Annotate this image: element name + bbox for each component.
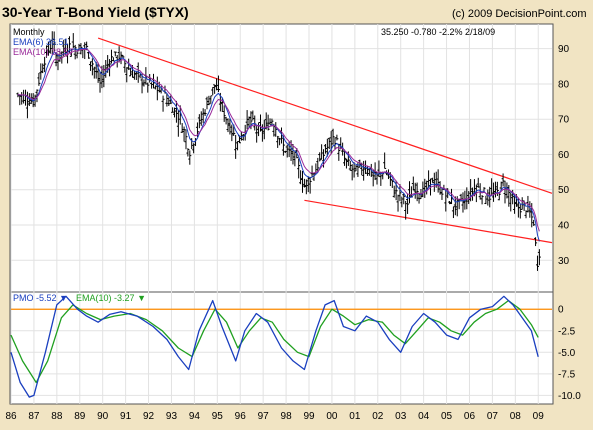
- pmo-y-tick-label: 0: [558, 305, 564, 316]
- price-panel: [9, 23, 554, 293]
- x-tick-label: 98: [281, 411, 293, 422]
- ema10-legend-value: 38.57: [51, 47, 74, 57]
- x-tick-label: 07: [487, 411, 499, 422]
- trendline-layer: [97, 37, 553, 244]
- x-tick-label: 89: [74, 411, 86, 422]
- x-tick-label: 90: [97, 411, 109, 422]
- trendline-lower-support: [304, 199, 553, 244]
- price-y-tick-label: 60: [558, 150, 570, 161]
- price-y-tick-label: 40: [558, 221, 570, 232]
- pmo-line: [10, 295, 539, 398]
- x-tick-label: 01: [349, 411, 361, 422]
- x-tick-label: 09: [533, 411, 545, 422]
- x-tick-label: 95: [212, 411, 224, 422]
- pmo-legend-value: -5.52: [36, 293, 57, 303]
- pmo-ema10-legend: EMA(10) -3.27 ▼: [76, 293, 146, 303]
- price-y-tick-label: 70: [558, 115, 570, 126]
- ema6-legend-value: 36.51: [46, 37, 69, 47]
- x-tick-label: 91: [120, 411, 132, 422]
- x-tick-label: 02: [372, 411, 384, 422]
- ema6-legend: EMA(6) 36.51: [13, 37, 69, 47]
- x-tick-label: 99: [303, 411, 315, 422]
- pmo-ema10-legend-name: EMA(10): [76, 293, 112, 303]
- x-tick-label: 86: [5, 411, 17, 422]
- chart-title: 30-Year T-Bond Yield ($TYX): [2, 4, 189, 20]
- x-tick-label: 87: [28, 411, 40, 422]
- x-tick-label: 00: [326, 411, 338, 422]
- ema10-line: [17, 48, 540, 232]
- pmo-legend-name: PMO: [13, 293, 34, 303]
- x-tick-label: 88: [51, 411, 63, 422]
- x-tick-label: 92: [143, 411, 155, 422]
- price-y-tick-label: 50: [558, 185, 570, 196]
- x-tick-label: 05: [441, 411, 453, 422]
- x-tick-label: 06: [464, 411, 476, 422]
- x-tick-label: 93: [166, 411, 178, 422]
- pmo-y-tick-label: -7.5: [558, 369, 576, 380]
- pmo-ema10-down-arrow-icon: ▼: [137, 293, 146, 303]
- x-tick-label: 08: [510, 411, 522, 422]
- pmo-y-tick-label: -10.0: [558, 391, 581, 402]
- pmo-y-tick-label: -2.5: [558, 326, 576, 337]
- trendline-upper-resistance: [97, 37, 553, 194]
- ema6-line: [17, 47, 540, 242]
- ema6-legend-name: EMA(6): [13, 37, 44, 47]
- grid-layer: [10, 24, 552, 404]
- axis-labels-layer: 30 40 50 60 70 80 90 -10.0 -7.5 -5.0 -2.5 0 86 87 88 89…: [5, 44, 581, 422]
- pmo-y-tick-label: -5.0: [558, 348, 576, 359]
- x-tick-label: 94: [189, 411, 201, 422]
- pmo-layer: [10, 295, 539, 398]
- x-tick-label: 03: [395, 411, 407, 422]
- ema-layer: [17, 47, 540, 242]
- period-label: Monthly: [13, 27, 45, 37]
- pmo-legend: PMO -5.52 ▼: [13, 293, 68, 303]
- x-tick-label: 97: [258, 411, 270, 422]
- copyright-text: (c) 2009 DecisionPoint.com: [452, 8, 587, 20]
- pmo-ema10-legend-value: -3.27: [114, 293, 135, 303]
- price-y-tick-label: 80: [558, 79, 570, 90]
- ema10-legend-name: EMA(10): [13, 47, 49, 57]
- pmo-down-arrow-icon: ▼: [59, 293, 68, 303]
- price-y-tick-label: 30: [558, 256, 570, 267]
- x-tick-label: 96: [235, 411, 247, 422]
- quote-readout: 35.250 -0.780 -2.2% 2/18/09: [381, 27, 495, 37]
- ema10-legend: EMA(10) 38.57: [13, 47, 74, 57]
- x-tick-label: 04: [418, 411, 430, 422]
- price-y-tick-label: 90: [558, 44, 570, 55]
